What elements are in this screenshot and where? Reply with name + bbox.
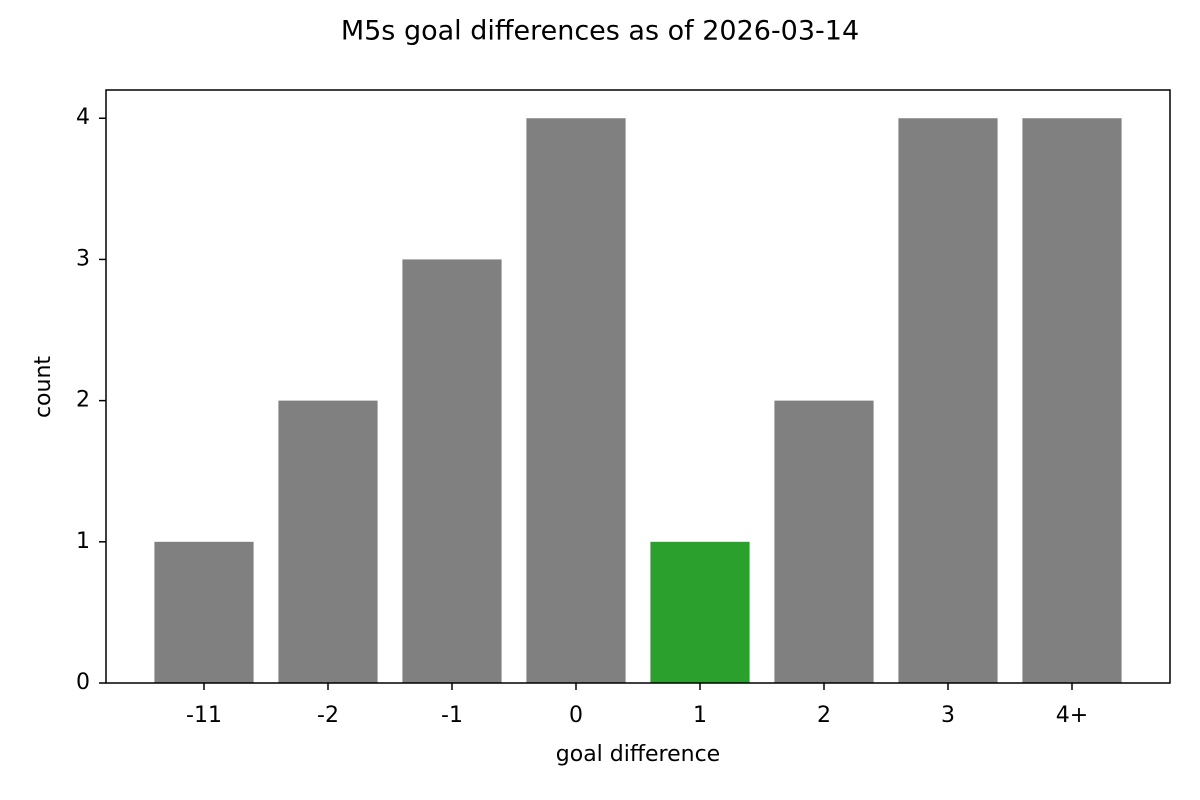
plot-frame — [105, 89, 1171, 684]
bar — [526, 118, 626, 683]
bar — [154, 541, 254, 683]
bar — [278, 400, 378, 683]
bar — [774, 400, 874, 683]
x-tick-label: 2 — [817, 703, 831, 728]
y-tick-label: 4 — [76, 105, 90, 130]
y-tick-label: 3 — [76, 246, 90, 271]
y-tick-label: 2 — [76, 388, 90, 413]
bar — [1022, 118, 1122, 683]
x-axis-label: goal difference — [556, 742, 720, 767]
x-tick-label: 3 — [941, 703, 955, 728]
bar — [898, 118, 998, 683]
y-axis-label: count — [31, 356, 56, 418]
chart-title: M5s goal differences as of 2026-03-14 — [341, 16, 859, 47]
bar — [650, 541, 750, 683]
x-tick-label: -1 — [441, 703, 463, 728]
bar — [402, 259, 502, 683]
x-tick-label: -2 — [317, 703, 339, 728]
x-tick-label: 0 — [569, 703, 583, 728]
x-tick-label: 1 — [693, 703, 707, 728]
x-tick-label: 4+ — [1056, 703, 1088, 728]
y-tick-label: 0 — [76, 670, 90, 695]
y-tick-label: 1 — [76, 529, 90, 554]
x-tick-label: -11 — [186, 703, 222, 728]
